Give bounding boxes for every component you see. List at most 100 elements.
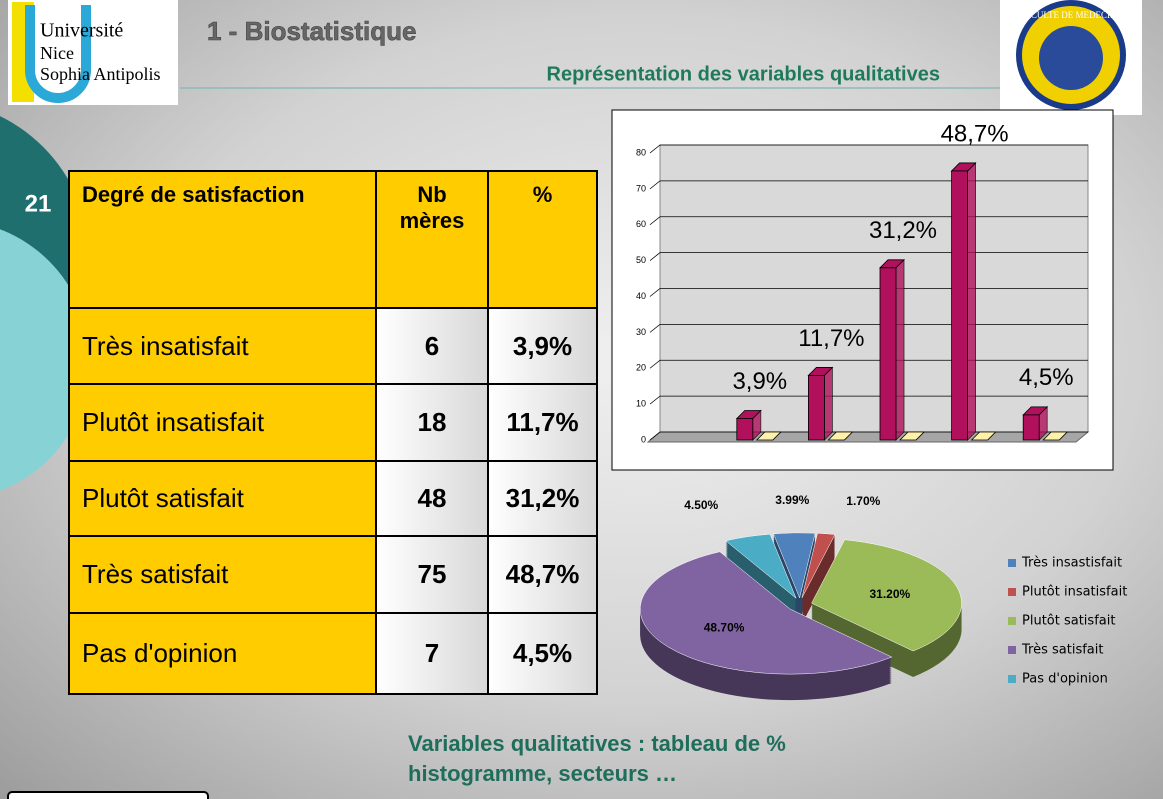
y-tick-label: 40 xyxy=(636,291,646,301)
legend-swatch xyxy=(1008,675,1016,683)
legend-swatch xyxy=(1008,588,1016,596)
table-cell: 6 xyxy=(375,307,489,385)
pie-slice xyxy=(773,532,816,599)
bar xyxy=(736,418,754,441)
table-cell: 3,9% xyxy=(487,307,598,385)
pie-label: 3.99% xyxy=(775,493,809,507)
table-cell: 18 xyxy=(375,383,489,462)
pie-label: 1.70% xyxy=(846,494,880,508)
bar xyxy=(879,267,897,441)
y-tick-label: 0 xyxy=(641,434,646,444)
grid-line xyxy=(649,431,1088,441)
y-tick-label: 50 xyxy=(636,255,646,265)
y-tick-label: 60 xyxy=(636,219,646,229)
legend-label: Plutôt satisfait xyxy=(1022,614,1115,629)
table-header: % xyxy=(487,170,598,309)
faculty-text: FACULTE DE MEDECINE xyxy=(1020,10,1122,20)
table-cell: Très insatisfait xyxy=(68,307,377,385)
table-cell: 11,7% xyxy=(487,383,598,462)
grid-line xyxy=(649,180,1088,190)
pie-slice xyxy=(811,539,962,652)
legend-label: Très insastisfait xyxy=(1021,556,1122,571)
table-row: Pas d'opinion 7 4,5% xyxy=(68,612,598,695)
pie-side xyxy=(801,549,836,614)
table-header: Nb mères xyxy=(375,170,489,309)
deco-circle xyxy=(0,229,90,491)
pie-slice xyxy=(801,532,836,599)
table-header: Degré de satisfaction xyxy=(68,170,377,309)
table-cell: 4,5% xyxy=(487,612,598,695)
grid-line xyxy=(649,252,1088,261)
table-row: Plutôt insatisfait 18 11,7% xyxy=(68,383,598,462)
y-tick-label: 70 xyxy=(636,183,646,193)
faculty-logo xyxy=(1039,26,1103,90)
logo-shape xyxy=(25,5,91,103)
table-cell: Très satisfait xyxy=(68,535,377,614)
grid-line xyxy=(649,288,1088,297)
pie-side xyxy=(801,551,836,616)
bar xyxy=(1022,414,1040,441)
legend-label: Plutôt insatisfait xyxy=(1022,585,1127,600)
table-row: Plutôt satisfait 48 31,2% xyxy=(68,460,598,537)
table-cell: 7 xyxy=(375,612,489,695)
bar xyxy=(808,375,825,441)
pie-side xyxy=(801,537,836,602)
legend-swatch xyxy=(1008,559,1016,567)
bar-annotation: 48,7% xyxy=(941,120,1009,147)
grid-line xyxy=(649,395,1088,405)
slide-number: 21 xyxy=(25,190,52,217)
title: 1 - Biostatistique xyxy=(207,16,416,46)
pie-side xyxy=(801,555,836,620)
bar-top xyxy=(827,431,854,441)
table-cell: Plutôt insatisfait xyxy=(68,383,377,462)
footer-text: histogramme, secteurs … xyxy=(408,761,677,786)
bar-top xyxy=(755,431,782,441)
footer-text: Variables qualitatives : tableau de % xyxy=(408,731,786,756)
legend-label: Pas d'opinion xyxy=(1022,672,1108,687)
data-table: Degré de satisfaction Nb mères% Très insa… xyxy=(68,170,598,695)
pie-side xyxy=(801,543,836,608)
table-cell: 48 xyxy=(375,460,489,537)
table-cell: 75 xyxy=(375,535,489,614)
bar-annotation: 31,2% xyxy=(869,217,937,244)
pie-side xyxy=(801,547,836,612)
legend-swatch xyxy=(1008,646,1016,654)
subtitle: Représentation des variables qualitative… xyxy=(547,63,941,85)
pie-label: 48.70% xyxy=(704,620,745,634)
table-row: Très satisfait 75 48,7% xyxy=(68,535,598,614)
table-row: Très insatisfait 6 3,9% xyxy=(68,307,598,385)
logo-text: Nice xyxy=(40,43,74,63)
pie-side xyxy=(801,535,836,600)
table-cell: Plutôt satisfait xyxy=(68,460,377,537)
table-cell: 31,2% xyxy=(487,460,598,537)
bar-annotation: 3,9% xyxy=(732,368,787,395)
pie-side xyxy=(801,539,836,604)
y-tick-label: 10 xyxy=(636,399,646,409)
bar-annotation: 4,5% xyxy=(1019,364,1074,391)
legend-swatch xyxy=(1008,617,1016,625)
grid-line xyxy=(649,359,1088,369)
bar-annotation: 11,7% xyxy=(798,325,864,352)
logo-text: Université xyxy=(40,20,123,42)
y-tick-label: 80 xyxy=(636,147,646,157)
grid-line xyxy=(649,144,1088,154)
bar-top xyxy=(899,431,925,441)
grid-line xyxy=(649,216,1088,226)
bar xyxy=(951,170,968,441)
table-cell: Pas d'opinion xyxy=(68,612,377,695)
y-tick-label: 30 xyxy=(636,327,646,337)
cc-badge xyxy=(7,791,209,799)
bar-top xyxy=(1042,431,1069,441)
table-cell: 48,7% xyxy=(487,535,598,614)
pie-side xyxy=(801,553,836,618)
y-tick-label: 20 xyxy=(636,363,646,373)
pie-slice xyxy=(639,551,893,675)
pie-side xyxy=(801,545,836,610)
pie-label: 31.20% xyxy=(870,587,911,601)
pie-slice xyxy=(725,533,797,599)
legend-label: Très satisfait xyxy=(1021,643,1103,658)
bar-top xyxy=(970,431,997,441)
